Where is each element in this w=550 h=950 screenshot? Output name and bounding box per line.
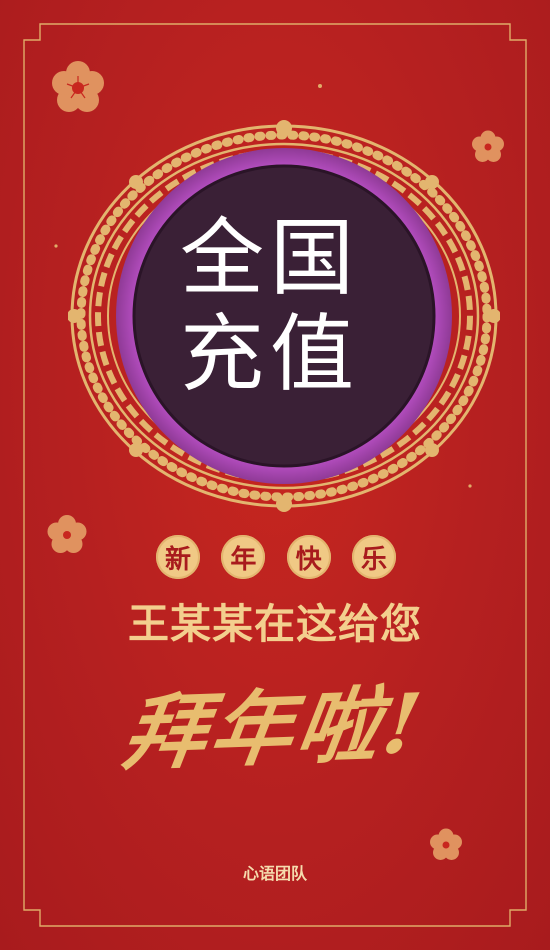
team-signature: 心语团队 (242, 864, 307, 883)
greeting-char: 乐 (351, 535, 396, 579)
emblem-title-line: 全国 (179, 209, 360, 307)
calligraphy-greeting: 拜年啦! (117, 675, 431, 783)
greeting-char: 年 (221, 535, 266, 579)
blossom-icon (47, 515, 87, 553)
blossom-icon (430, 828, 462, 860)
blossom-icon (472, 130, 504, 162)
emblem-title: 全国 充值 (170, 210, 370, 402)
greeting-row: 新 年 快 乐 (156, 535, 396, 579)
ornate-emblem (68, 120, 500, 512)
emblem-title-line: 充值 (179, 305, 360, 403)
greeting-char: 快 (286, 535, 331, 579)
greeting-char: 新 (156, 535, 200, 579)
blossom-icon (52, 61, 104, 112)
headline: 王某某在这给您 (128, 600, 422, 648)
